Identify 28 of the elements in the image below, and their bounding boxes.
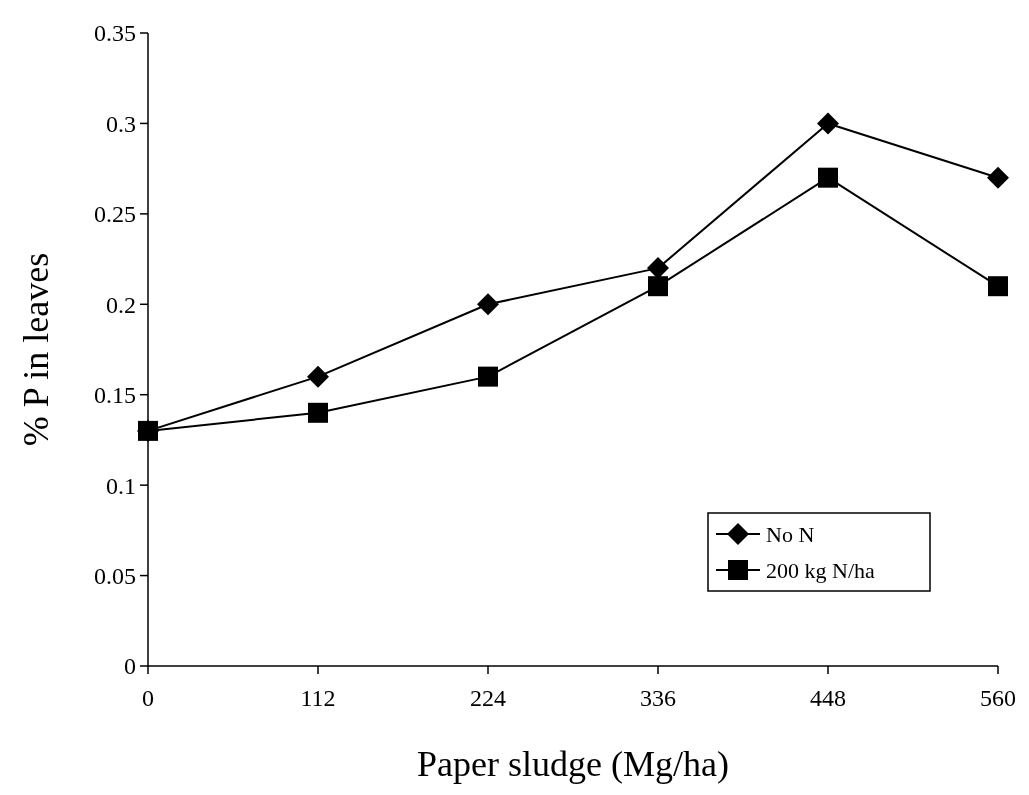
y-tick-label: 0.1 [106, 472, 136, 499]
point [987, 166, 1009, 189]
point [478, 366, 498, 387]
point [988, 276, 1008, 297]
y-tick-label: 0.15 [94, 382, 136, 409]
legend-label: No N [766, 521, 815, 547]
point [307, 365, 329, 388]
x-tick-label: 224 [470, 685, 506, 711]
y-tick-label: 0.25 [94, 201, 136, 228]
x-tick-label: 448 [810, 685, 846, 711]
y-tick-label: 0.3 [106, 110, 136, 137]
x-axis-title: Paper sludge (Mg/ha) [417, 744, 729, 784]
point [818, 167, 838, 188]
x-tick-label: 0 [142, 685, 154, 711]
legend-label: 200 kg N/ha [766, 557, 875, 583]
point [138, 420, 158, 441]
y-tick-label: 0.2 [106, 291, 136, 318]
y-tick-label: 0 [124, 653, 136, 680]
y-tick-label: 0.35 [94, 20, 136, 47]
x-tick-label: 112 [300, 685, 336, 711]
y-axis-title: % P in leaves [16, 252, 56, 447]
point [477, 293, 499, 316]
x-tick-label: 560 [980, 685, 1016, 711]
point [648, 276, 668, 297]
point [308, 402, 328, 423]
y-tick-label: 0.05 [94, 562, 136, 589]
x-tick-label: 336 [640, 685, 676, 711]
point [817, 112, 839, 135]
